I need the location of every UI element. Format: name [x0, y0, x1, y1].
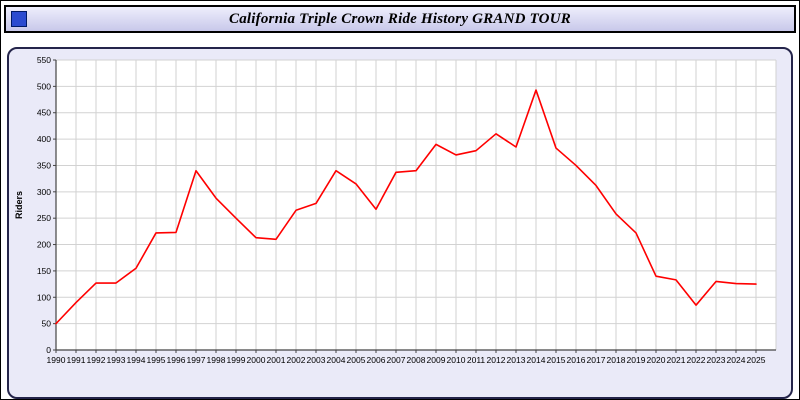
svg-text:300: 300 [37, 187, 51, 197]
svg-text:200: 200 [37, 240, 51, 250]
svg-text:2021: 2021 [667, 355, 686, 365]
svg-text:2014: 2014 [527, 355, 546, 365]
svg-text:2007: 2007 [387, 355, 406, 365]
svg-text:2003: 2003 [307, 355, 326, 365]
svg-text:50: 50 [42, 319, 52, 329]
svg-text:1997: 1997 [187, 355, 206, 365]
svg-text:2016: 2016 [567, 355, 586, 365]
svg-text:2025: 2025 [747, 355, 766, 365]
svg-text:2004: 2004 [327, 355, 346, 365]
svg-text:2011: 2011 [467, 355, 486, 365]
svg-text:150: 150 [37, 266, 51, 276]
svg-text:2008: 2008 [407, 355, 426, 365]
svg-text:2019: 2019 [627, 355, 646, 365]
svg-text:1995: 1995 [147, 355, 166, 365]
svg-text:Riders: Riders [14, 191, 24, 219]
svg-text:1999: 1999 [227, 355, 246, 365]
svg-text:550: 550 [37, 55, 51, 65]
svg-text:450: 450 [37, 108, 51, 118]
svg-text:2009: 2009 [427, 355, 446, 365]
svg-text:400: 400 [37, 134, 51, 144]
title-bar: California Triple Crown Ride History GRA… [4, 5, 796, 33]
svg-text:2010: 2010 [447, 355, 466, 365]
svg-text:500: 500 [37, 81, 51, 91]
chart-panel: 0 50 100 150 200 250 300 350 400 450 500 550 1990 199… [7, 47, 793, 399]
svg-text:2012: 2012 [487, 355, 506, 365]
svg-text:2006: 2006 [367, 355, 386, 365]
svg-text:2017: 2017 [587, 355, 606, 365]
svg-text:2015: 2015 [547, 355, 566, 365]
svg-text:100: 100 [37, 292, 51, 302]
svg-text:0: 0 [46, 345, 51, 355]
svg-text:2024: 2024 [727, 355, 746, 365]
blue-square-icon [11, 11, 27, 27]
svg-text:2001: 2001 [267, 355, 286, 365]
svg-text:250: 250 [37, 213, 51, 223]
svg-text:1992: 1992 [87, 355, 106, 365]
svg-text:2002: 2002 [287, 355, 306, 365]
svg-text:1993: 1993 [107, 355, 126, 365]
svg-text:2023: 2023 [707, 355, 726, 365]
svg-text:2022: 2022 [687, 355, 706, 365]
svg-text:2005: 2005 [347, 355, 366, 365]
svg-text:350: 350 [37, 160, 51, 170]
page-title: California Triple Crown Ride History GRA… [229, 10, 571, 27]
svg-text:2020: 2020 [647, 355, 666, 365]
svg-text:1990: 1990 [47, 355, 66, 365]
svg-text:1994: 1994 [127, 355, 146, 365]
svg-text:1991: 1991 [67, 355, 86, 365]
svg-text:1998: 1998 [207, 355, 226, 365]
svg-text:2018: 2018 [607, 355, 626, 365]
svg-text:1996: 1996 [167, 355, 186, 365]
svg-text:2000: 2000 [247, 355, 266, 365]
svg-text:2013: 2013 [507, 355, 526, 365]
